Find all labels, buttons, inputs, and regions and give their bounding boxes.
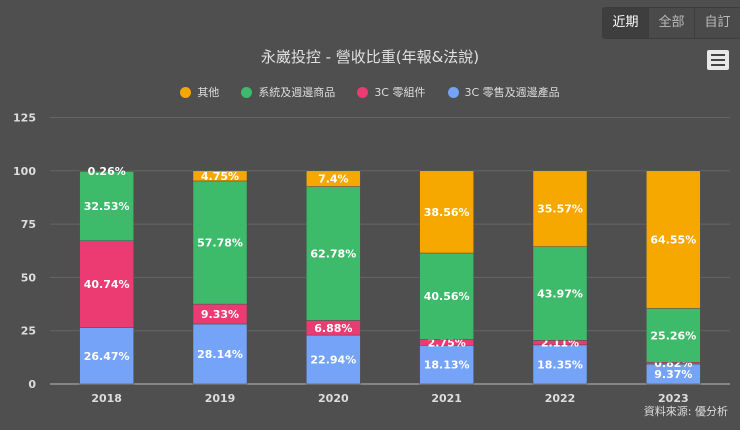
legend-item[interactable]: 其他 (180, 84, 219, 100)
x-tick-label: 2023 (658, 392, 689, 405)
bar-segment (306, 334, 361, 385)
data-label: 43.97% (537, 288, 583, 301)
bar-segment (646, 170, 701, 309)
data-label: 38.56% (424, 206, 470, 219)
y-tick-label: 75 (21, 218, 36, 231)
bar-segment (79, 170, 134, 172)
bar-segment (306, 170, 361, 187)
bar-segment (192, 170, 248, 182)
y-tick-label: 25 (21, 325, 36, 338)
data-label: 0.26% (88, 165, 126, 178)
legend-marker (357, 86, 369, 98)
bar-segment (192, 323, 248, 385)
data-label: 4.75% (201, 170, 239, 183)
data-label: 32.53% (84, 200, 130, 213)
bar-segment (532, 246, 588, 341)
data-label: 6.88% (314, 322, 352, 335)
legend-label: 3C 零組件 (374, 86, 426, 99)
x-tick-label: 2019 (205, 392, 236, 405)
bar-segment (532, 344, 588, 385)
x-tick-label: 2021 (431, 392, 462, 405)
bar-segment (79, 171, 134, 241)
data-label: 22.94% (310, 354, 356, 367)
range-button-recent[interactable]: 近期 (603, 8, 649, 38)
data-label: 62.78% (310, 248, 356, 261)
bar-segment (419, 170, 474, 254)
source-note: 資料來源: 優分析 (643, 405, 728, 418)
legend-item[interactable]: 3C 零售及週邊產品 (447, 84, 560, 100)
bar-segment (192, 180, 248, 305)
range-button-all[interactable]: 全部 (649, 8, 695, 38)
legend-label: 其他 (197, 86, 220, 99)
bar-segment (646, 308, 701, 363)
legend: 其他 系統及週邊商品 3C 零組件 3C 零售及週邊產品 (0, 84, 740, 100)
data-label: 18.13% (424, 359, 470, 372)
data-label: 25.26% (650, 329, 696, 342)
legend-item[interactable]: 系統及週邊商品 (241, 84, 335, 100)
y-tick-label: 125 (13, 112, 36, 125)
data-label: 9.33% (201, 308, 239, 321)
data-label: 64.55% (650, 234, 696, 247)
data-label: 35.57% (537, 203, 583, 216)
legend-marker (447, 86, 459, 98)
bar-segment (419, 345, 474, 385)
x-tick-label: 2022 (545, 392, 576, 405)
legend-marker (241, 86, 253, 98)
hamburger-menu-icon[interactable] (707, 50, 729, 70)
data-label: 40.74% (84, 278, 130, 291)
data-label: 18.35% (537, 358, 583, 371)
chart-title: 永崴投控 - 營收比重(年報&法說) (260, 48, 480, 66)
range-button-custom[interactable]: 自訂 (695, 8, 740, 38)
data-label: 7.4% (318, 173, 349, 186)
y-tick-label: 0 (28, 378, 36, 391)
y-tick-label: 50 (21, 271, 37, 284)
data-label: 28.14% (197, 348, 243, 361)
y-tick-label: 100 (13, 165, 36, 178)
legend-label: 3C 零售及週邊產品 (464, 86, 560, 99)
legend-item[interactable]: 3C 零組件 (357, 84, 426, 100)
legend-marker (180, 86, 192, 98)
bar-segment (419, 252, 474, 340)
bar-segment (306, 186, 361, 321)
data-label: 40.56% (424, 290, 470, 303)
x-tick-label: 2020 (318, 392, 349, 405)
range-selector: 近期 全部 自訂 (602, 7, 740, 39)
data-label: 57.78% (197, 237, 243, 250)
x-tick-label: 2018 (91, 392, 122, 405)
bar-segment (532, 170, 588, 247)
data-label: 9.37% (654, 368, 692, 381)
data-label: 26.47% (84, 350, 130, 363)
legend-label: 系統及週邊商品 (258, 86, 336, 99)
bar-segment (79, 240, 134, 328)
